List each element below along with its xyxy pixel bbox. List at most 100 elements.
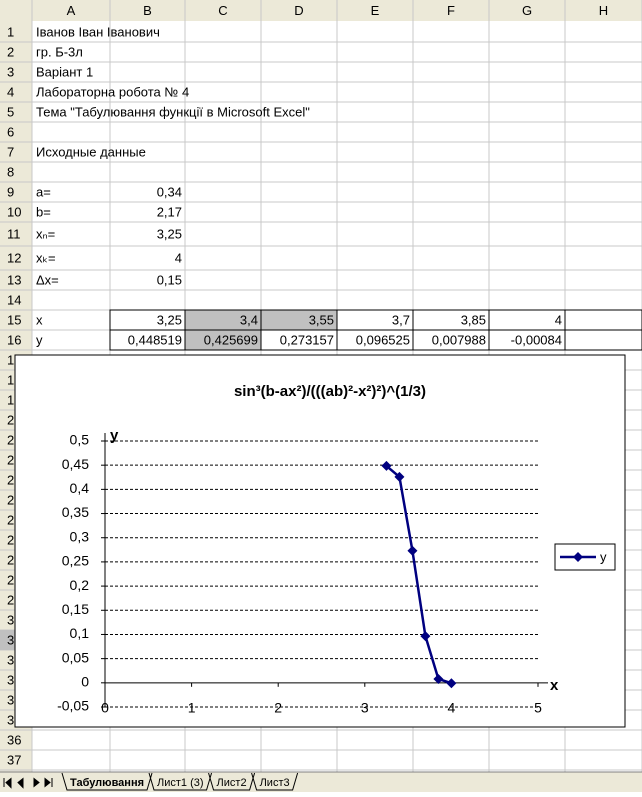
row-header[interactable]: 10 bbox=[7, 204, 21, 219]
y-tick-label: 0,5 bbox=[70, 432, 90, 448]
y-tick-label: 0,4 bbox=[70, 480, 90, 496]
cell-text[interactable]: 3,25 bbox=[157, 226, 182, 241]
data-point bbox=[446, 678, 457, 689]
cell-text[interactable]: 0,007988 bbox=[432, 332, 486, 347]
cell-text[interactable]: x bbox=[36, 312, 43, 327]
row-header[interactable]: 15 bbox=[7, 312, 21, 327]
row-header[interactable]: 12 bbox=[7, 250, 21, 265]
column-header[interactable]: G bbox=[522, 3, 532, 18]
row-header[interactable]: 14 bbox=[7, 292, 21, 307]
y-tick-label: 0,2 bbox=[70, 577, 90, 593]
cell-text[interactable]: Лабораторна робота № 4 bbox=[36, 84, 189, 99]
row-header[interactable]: 13 bbox=[7, 272, 21, 287]
y-tick-label: 0,35 bbox=[62, 504, 89, 520]
row-header[interactable]: 2 bbox=[7, 44, 14, 59]
y-axis-label: y bbox=[110, 427, 119, 444]
cell-text[interactable]: 0,273157 bbox=[280, 332, 334, 347]
cell-text[interactable]: 0,34 bbox=[157, 184, 182, 199]
cell-text[interactable]: xₙ= bbox=[36, 226, 55, 241]
sheet-tab[interactable]: Лист2 bbox=[217, 777, 247, 789]
x-tick-label: 0 bbox=[101, 700, 109, 716]
row-header[interactable]: 4 bbox=[7, 84, 14, 99]
y-tick-label: 0,1 bbox=[70, 625, 90, 641]
row-header[interactable]: 7 bbox=[7, 144, 14, 159]
cell-shade bbox=[185, 310, 261, 330]
row-header[interactable]: 8 bbox=[7, 164, 14, 179]
sheet-tab[interactable]: Лист3 bbox=[260, 777, 290, 789]
column-header[interactable]: H bbox=[599, 3, 608, 18]
column-header[interactable]: F bbox=[447, 3, 455, 18]
cell-text[interactable]: гр. Б-3л bbox=[36, 44, 83, 59]
cell-text[interactable]: -0,00084 bbox=[511, 332, 562, 347]
column-header[interactable]: C bbox=[218, 3, 227, 18]
data-point bbox=[420, 631, 431, 642]
sheet-tab-outline bbox=[208, 772, 256, 791]
row-header[interactable]: 11 bbox=[7, 226, 21, 241]
cell-text[interactable]: a= bbox=[36, 184, 51, 199]
sheet-tab[interactable]: Лист1 (3) bbox=[157, 777, 204, 789]
cell-text[interactable]: xₖ= bbox=[36, 250, 56, 265]
tab-scroll-button[interactable] bbox=[44, 777, 53, 788]
cell-text[interactable]: 0,15 bbox=[157, 272, 182, 287]
x-tick-label: 5 bbox=[534, 700, 542, 716]
tab-bar bbox=[0, 772, 642, 792]
x-axis-label: x bbox=[550, 677, 559, 694]
sheet-tab-outline bbox=[251, 772, 299, 791]
cell-text[interactable]: Варіант 1 bbox=[36, 64, 93, 79]
cell-text[interactable]: 3,4 bbox=[240, 312, 258, 327]
embedded-chart: sin³(b-ax²)/(((ab)²-x²)²)^(1/3) -0,05 0 0,0… bbox=[14, 354, 626, 728]
legend-label: y bbox=[600, 549, 607, 564]
column-header[interactable]: D bbox=[294, 3, 303, 18]
tab-scroll-button[interactable] bbox=[3, 777, 12, 789]
sheet-tab-outline bbox=[148, 772, 213, 791]
row-header[interactable]: 16 bbox=[7, 332, 21, 347]
cell-text[interactable]: Исходные данные bbox=[36, 144, 146, 159]
cell-shade bbox=[185, 330, 261, 350]
cell-text[interactable]: 4 bbox=[555, 312, 562, 327]
cell-text[interactable]: Іванов Іван Іванович bbox=[36, 24, 160, 39]
data-point bbox=[381, 460, 392, 471]
y-tick-label: 0,45 bbox=[62, 456, 89, 472]
data-point bbox=[394, 471, 405, 482]
row-header[interactable]: 5 bbox=[7, 104, 14, 119]
y-tick-label: -0,05 bbox=[57, 698, 89, 714]
row-header[interactable]: 37 bbox=[7, 752, 21, 767]
cell-text[interactable]: 0,425699 bbox=[204, 332, 258, 347]
cell-text[interactable]: b= bbox=[36, 204, 51, 219]
x-tick-label: 3 bbox=[361, 700, 369, 716]
tab-scroll-button[interactable] bbox=[17, 777, 24, 789]
data-point bbox=[433, 673, 444, 684]
cell-text[interactable]: 0,448519 bbox=[128, 332, 182, 347]
row-header[interactable]: 1 bbox=[7, 24, 14, 39]
legend-marker bbox=[573, 552, 583, 562]
y-tick-label: 0,15 bbox=[62, 601, 89, 617]
y-tick-label: 0,05 bbox=[62, 649, 89, 665]
cell-text[interactable]: 3,55 bbox=[309, 312, 334, 327]
cell-text[interactable]: 3,25 bbox=[157, 312, 182, 327]
column-header-bar bbox=[0, 0, 642, 21]
cell-text[interactable]: 4 bbox=[175, 250, 182, 265]
tab-scroll-button[interactable] bbox=[33, 777, 40, 788]
x-tick-label: 2 bbox=[274, 700, 282, 716]
row-header[interactable]: 9 bbox=[7, 184, 14, 199]
row-header[interactable]: 36 bbox=[7, 732, 21, 747]
cell-text[interactable]: 3,7 bbox=[392, 312, 410, 327]
cell-text[interactable]: Δx= bbox=[36, 272, 59, 287]
sheet-tab[interactable]: Табулювання bbox=[70, 777, 144, 789]
cell-text[interactable]: y bbox=[36, 332, 43, 347]
cell-text[interactable]: 0,096525 bbox=[356, 332, 410, 347]
chart-title: sin³(b-ax²)/(((ab)²-x²)²)^(1/3) bbox=[234, 383, 426, 400]
column-header[interactable]: B bbox=[143, 3, 152, 18]
column-header[interactable]: E bbox=[371, 3, 380, 18]
cell-shade bbox=[261, 310, 337, 330]
cell-text[interactable]: Тема "Табулювання функції в Microsoft Ex… bbox=[36, 104, 310, 119]
column-header[interactable]: A bbox=[67, 3, 76, 18]
y-tick-label: 0 bbox=[81, 674, 89, 690]
y-tick-label: 0,25 bbox=[62, 553, 89, 569]
cell-text[interactable]: 3,85 bbox=[461, 312, 486, 327]
x-tick-label: 4 bbox=[448, 700, 456, 716]
row-header[interactable]: 6 bbox=[7, 124, 14, 139]
row-header[interactable]: 3 bbox=[7, 64, 14, 79]
cell-text[interactable]: 2,17 bbox=[157, 204, 182, 219]
